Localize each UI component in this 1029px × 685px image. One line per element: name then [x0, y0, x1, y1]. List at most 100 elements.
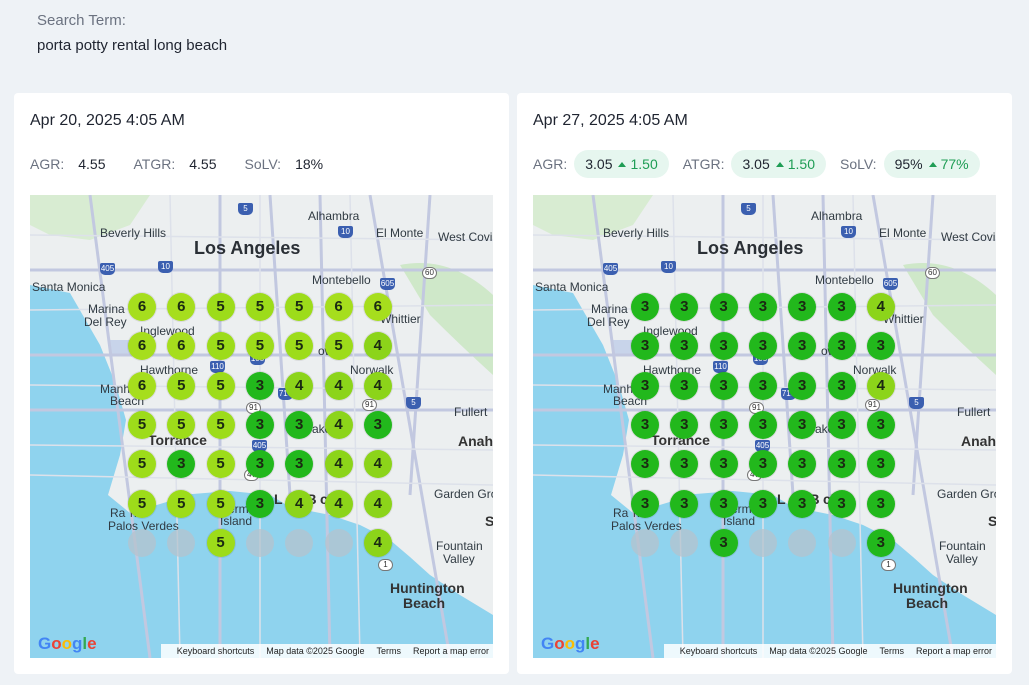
grid-marker[interactable]: 3: [788, 371, 817, 400]
grid-marker[interactable]: 5: [167, 410, 196, 439]
report-map-error-link[interactable]: Report a map error: [915, 646, 992, 656]
grid-marker[interactable]: 3: [363, 410, 392, 439]
grid-marker[interactable]: 3: [631, 410, 659, 439]
keyboard-shortcuts-link[interactable]: Keyboard shortcuts: [176, 646, 255, 656]
grid-marker-empty[interactable]: [245, 528, 274, 557]
grid-marker[interactable]: 5: [128, 410, 156, 439]
grid-marker[interactable]: 3: [866, 410, 895, 439]
grid-marker-empty[interactable]: [128, 528, 156, 557]
grid-marker[interactable]: 6: [128, 332, 156, 361]
grid-marker[interactable]: 4: [866, 293, 895, 321]
grid-marker[interactable]: 3: [670, 410, 699, 439]
grid-marker[interactable]: 5: [285, 293, 314, 321]
grid-marker[interactable]: 5: [206, 489, 235, 518]
grid-marker[interactable]: 5: [245, 293, 274, 321]
grid-marker[interactable]: 6: [167, 332, 196, 361]
grid-marker[interactable]: 4: [285, 489, 314, 518]
grid-marker[interactable]: 4: [363, 489, 392, 518]
grid-marker[interactable]: 3: [788, 489, 817, 518]
keyboard-shortcuts-link[interactable]: Keyboard shortcuts: [679, 646, 758, 656]
grid-marker[interactable]: 3: [245, 371, 274, 400]
grid-marker[interactable]: 6: [363, 293, 392, 321]
grid-marker[interactable]: 3: [245, 489, 274, 518]
grid-marker[interactable]: 3: [709, 371, 738, 400]
grid-marker[interactable]: 3: [670, 450, 699, 479]
grid-marker[interactable]: 3: [827, 371, 856, 400]
grid-marker[interactable]: 6: [128, 293, 156, 321]
grid-marker[interactable]: 3: [748, 489, 777, 518]
grid-marker[interactable]: 5: [206, 528, 235, 557]
grid-marker-empty[interactable]: [285, 528, 314, 557]
grid-marker[interactable]: 3: [748, 371, 777, 400]
grid-marker[interactable]: 3: [788, 293, 817, 321]
grid-marker[interactable]: 3: [866, 332, 895, 361]
grid-marker[interactable]: 6: [167, 293, 196, 321]
grid-marker[interactable]: 4: [324, 371, 353, 400]
grid-marker[interactable]: 3: [709, 332, 738, 361]
grid-marker[interactable]: 6: [324, 293, 353, 321]
grid-marker[interactable]: 5: [324, 332, 353, 361]
grid-marker-empty[interactable]: [631, 528, 659, 557]
grid-marker[interactable]: 3: [670, 489, 699, 518]
grid-marker[interactable]: 5: [285, 332, 314, 361]
grid-marker[interactable]: 4: [866, 371, 895, 400]
terms-link[interactable]: Terms: [376, 646, 401, 656]
grid-marker[interactable]: 3: [748, 450, 777, 479]
grid-marker[interactable]: 4: [363, 332, 392, 361]
grid-marker[interactable]: 3: [631, 489, 659, 518]
grid-marker[interactable]: 3: [709, 450, 738, 479]
grid-marker[interactable]: 5: [128, 450, 156, 479]
grid-marker[interactable]: 3: [709, 528, 738, 557]
grid-marker[interactable]: 5: [206, 371, 235, 400]
grid-marker[interactable]: 5: [206, 450, 235, 479]
grid-marker[interactable]: 3: [788, 332, 817, 361]
grid-marker[interactable]: 6: [128, 371, 156, 400]
grid-marker[interactable]: 3: [827, 293, 856, 321]
grid-marker-empty[interactable]: [670, 528, 699, 557]
grid-marker-empty[interactable]: [788, 528, 817, 557]
terms-link[interactable]: Terms: [879, 646, 904, 656]
grid-marker[interactable]: 3: [827, 489, 856, 518]
grid-marker[interactable]: 4: [363, 450, 392, 479]
grid-marker-empty[interactable]: [324, 528, 353, 557]
grid-marker-empty[interactable]: [167, 528, 196, 557]
grid-marker[interactable]: 3: [670, 293, 699, 321]
grid-marker[interactable]: 3: [631, 371, 659, 400]
grid-marker[interactable]: 3: [827, 332, 856, 361]
grid-marker[interactable]: 4: [324, 489, 353, 518]
grid-marker[interactable]: 3: [748, 332, 777, 361]
grid-marker[interactable]: 3: [709, 489, 738, 518]
grid-marker[interactable]: 3: [827, 410, 856, 439]
grid-marker[interactable]: 5: [206, 410, 235, 439]
grid-marker[interactable]: 3: [866, 450, 895, 479]
grid-marker[interactable]: 3: [748, 293, 777, 321]
grid-marker[interactable]: 3: [709, 293, 738, 321]
grid-marker[interactable]: 3: [670, 332, 699, 361]
grid-marker[interactable]: 4: [324, 410, 353, 439]
report-map-error-link[interactable]: Report a map error: [412, 646, 489, 656]
grid-marker[interactable]: 3: [788, 450, 817, 479]
grid-marker[interactable]: 4: [324, 450, 353, 479]
grid-marker[interactable]: 3: [866, 489, 895, 518]
grid-marker[interactable]: 3: [748, 410, 777, 439]
grid-marker[interactable]: 3: [631, 293, 659, 321]
grid-marker-empty[interactable]: [748, 528, 777, 557]
grid-marker[interactable]: 3: [631, 332, 659, 361]
grid-marker[interactable]: 4: [363, 371, 392, 400]
grid-marker[interactable]: 3: [285, 450, 314, 479]
grid-marker[interactable]: 4: [363, 528, 392, 557]
grid-marker[interactable]: 5: [167, 371, 196, 400]
grid-marker[interactable]: 5: [128, 489, 156, 518]
grid-marker[interactable]: 3: [285, 410, 314, 439]
grid-marker[interactable]: 3: [245, 410, 274, 439]
grid-marker[interactable]: 5: [245, 332, 274, 361]
rank-map[interactable]: Los Angeles Beverly Hills Alhambra El Monte…: [533, 195, 996, 658]
grid-marker[interactable]: 4: [285, 371, 314, 400]
grid-marker[interactable]: 3: [631, 450, 659, 479]
grid-marker-empty[interactable]: [827, 528, 856, 557]
rank-map[interactable]: Los Angeles Beverly Hills Alhambra El Monte…: [30, 195, 493, 658]
grid-marker[interactable]: 3: [866, 528, 895, 557]
grid-marker[interactable]: 5: [206, 293, 235, 321]
grid-marker[interactable]: 5: [167, 489, 196, 518]
grid-marker[interactable]: 5: [206, 332, 235, 361]
